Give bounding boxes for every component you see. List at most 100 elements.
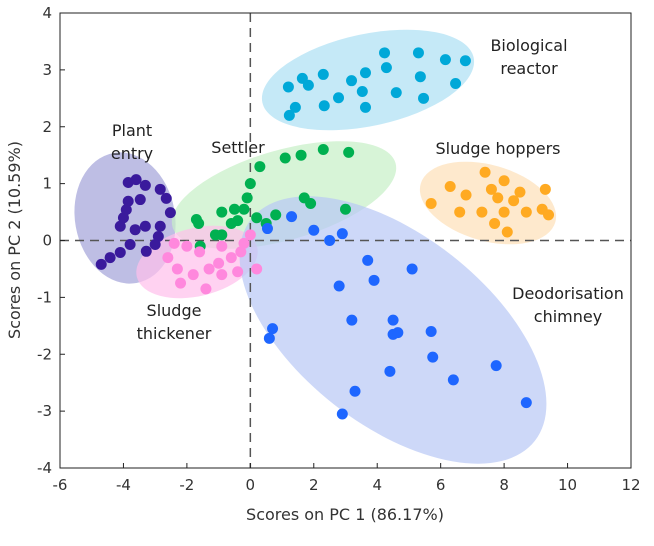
point-sludge-hoppers [498, 206, 510, 218]
data-points [95, 47, 555, 420]
point-deodorisation-chimney [336, 228, 348, 240]
label-biological-reactor: reactor [500, 59, 558, 78]
point-biological-reactor [418, 92, 430, 104]
point-plant-entry [139, 179, 151, 191]
point-sludge-thickener [175, 277, 187, 289]
point-sludge-thickener [162, 252, 174, 264]
x-tick-label: 12 [621, 476, 640, 494]
y-tick-label: 2 [42, 118, 52, 136]
point-deodorisation-chimney [425, 326, 437, 337]
point-sludge-hoppers [514, 186, 526, 198]
ellipse-biological-reactor [261, 29, 475, 131]
point-settler [340, 203, 351, 215]
point-settler [241, 192, 253, 204]
point-deodorisation-chimney [308, 224, 320, 236]
point-plant-entry [104, 252, 116, 264]
point-deodorisation-chimney [349, 385, 361, 397]
point-deodorisation-chimney [406, 263, 418, 275]
point-biological-reactor [412, 47, 424, 59]
y-tick-label: -1 [37, 288, 52, 306]
point-biological-reactor [459, 55, 471, 67]
point-settler [317, 144, 329, 155]
label-settler: Settler [211, 138, 265, 157]
point-settler [225, 217, 237, 229]
label-sludge-thickener: Sludge [147, 301, 202, 320]
point-sludge-hoppers [460, 189, 472, 201]
ellipse-sludge-hoppers [419, 161, 557, 245]
point-sludge-hoppers [520, 206, 532, 218]
y-tick-label: -4 [37, 459, 52, 477]
point-settler [244, 178, 256, 190]
x-tick-label: 2 [309, 476, 319, 494]
point-settler [343, 146, 355, 158]
point-plant-entry [139, 220, 151, 232]
point-deodorisation-chimney [263, 332, 275, 344]
point-sludge-hoppers [479, 166, 491, 178]
point-sludge-thickener [200, 283, 212, 295]
y-tick-label: -3 [37, 402, 52, 420]
point-plant-entry [117, 212, 129, 224]
point-biological-reactor [439, 54, 451, 66]
point-plant-entry [95, 258, 107, 270]
point-settler [193, 217, 205, 229]
point-plant-entry [129, 224, 141, 236]
point-biological-reactor [359, 67, 371, 79]
point-sludge-thickener [251, 263, 263, 275]
point-deodorisation-chimney [392, 327, 404, 339]
point-sludge-hoppers [444, 180, 456, 192]
point-settler [279, 152, 291, 164]
point-deodorisation-chimney [384, 365, 396, 377]
y-tick-label: 3 [42, 61, 52, 79]
point-settler [238, 203, 250, 215]
label-plant-entry: entry [111, 144, 153, 163]
point-deodorisation-chimney [286, 211, 298, 223]
x-tick-label: -4 [116, 476, 131, 494]
point-settler [251, 212, 263, 224]
point-sludge-hoppers [539, 183, 551, 195]
point-plant-entry [114, 246, 126, 258]
label-sludge-hoppers: Sludge hoppers [436, 139, 561, 158]
y-tick-label: 1 [42, 175, 52, 193]
x-tick-label: -6 [53, 476, 68, 494]
point-plant-entry [124, 238, 136, 250]
point-deodorisation-chimney [336, 408, 348, 420]
point-sludge-thickener [244, 229, 256, 241]
point-deodorisation-chimney [333, 280, 345, 292]
point-plant-entry [140, 245, 152, 257]
point-biological-reactor [302, 79, 314, 91]
x-tick-label: 8 [499, 476, 509, 494]
point-deodorisation-chimney [368, 274, 380, 286]
point-deodorisation-chimney [346, 314, 358, 326]
label-plant-entry: Plant [112, 121, 152, 140]
point-settler [295, 149, 307, 161]
point-biological-reactor [450, 78, 462, 90]
x-tick-label: 6 [436, 476, 446, 494]
point-sludge-thickener [168, 237, 180, 249]
point-settler [216, 206, 228, 218]
ellipse-sludge-thickener [136, 225, 258, 299]
point-plant-entry [160, 192, 172, 204]
point-biological-reactor [333, 92, 345, 104]
point-sludge-hoppers [508, 195, 520, 207]
point-sludge-thickener [216, 269, 228, 281]
point-deodorisation-chimney [362, 254, 374, 266]
x-axis-label: Scores on PC 1 (86.17%) [246, 505, 444, 524]
point-deodorisation-chimney [267, 323, 279, 335]
point-sludge-thickener [194, 246, 206, 258]
point-plant-entry [154, 220, 166, 232]
point-sludge-thickener [216, 240, 228, 252]
point-sludge-thickener [225, 252, 237, 264]
point-biological-reactor [289, 101, 301, 113]
point-biological-reactor [390, 87, 402, 99]
point-biological-reactor [356, 85, 368, 97]
point-sludge-hoppers [454, 206, 466, 218]
point-biological-reactor [414, 71, 426, 83]
point-sludge-thickener [238, 237, 250, 249]
point-sludge-thickener [203, 263, 215, 275]
point-sludge-hoppers [485, 183, 497, 195]
point-sludge-hoppers [498, 175, 510, 187]
point-sludge-hoppers [543, 209, 555, 221]
point-sludge-hoppers [489, 217, 501, 229]
